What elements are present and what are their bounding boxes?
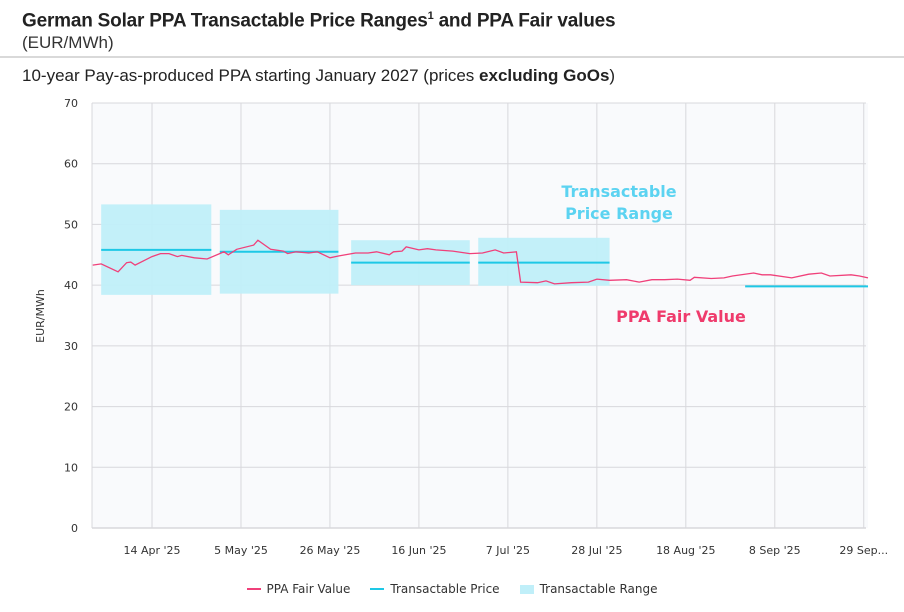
title-text: German Solar PPA Transactable Price Rang… <box>22 10 428 32</box>
x-tick-label: 5 May '25 <box>214 544 268 557</box>
x-tick-label: 28 Jul '25 <box>571 544 622 557</box>
title-suffix: and PPA Fair values <box>433 10 616 32</box>
axis-labels: 0 10 20 30 40 50 60 70 14 Apr '25 5 May '25 26 May… <box>64 97 888 557</box>
subtitle-bold: excluding GoOs <box>479 66 610 85</box>
annotation-fair-value: PPA Fair Value <box>616 307 746 326</box>
legend-label: PPA Fair Value <box>266 582 351 596</box>
annotation-range-line2: Price Range <box>565 204 673 223</box>
y-tick-label: 40 <box>64 279 78 292</box>
y-axis-label: EUR/MWh <box>34 289 47 343</box>
subtitle-text: 10-year Pay-as-produced PPA starting Jan… <box>22 66 480 85</box>
title-divider <box>0 56 904 58</box>
legend-swatch-box <box>519 584 534 594</box>
legend-label: Transactable Price <box>390 582 500 596</box>
price-lines <box>101 248 868 288</box>
x-tick-label: 26 May '25 <box>300 544 361 557</box>
y-tick-label: 50 <box>64 218 78 231</box>
y-tick-label: 70 <box>64 97 78 110</box>
annotation-range-line1: Transactable <box>561 182 676 201</box>
unit-label: (EUR/MWh) <box>22 33 114 52</box>
legend: PPA Fair Value Transactable Price Transa… <box>0 582 904 596</box>
title-footnote-marker: 1 <box>427 10 434 22</box>
y-tick-label: 10 <box>64 461 78 474</box>
x-tick-label: 18 Aug '25 <box>656 544 716 557</box>
y-tick-label: 20 <box>64 401 78 414</box>
legend-label: Transactable Range <box>539 582 658 596</box>
x-tick-label: 29 Sep... <box>839 544 888 557</box>
x-tick-label: 14 Apr '25 <box>123 544 180 557</box>
y-tick-label: 60 <box>64 158 78 171</box>
legend-item-transactable-range[interactable]: Transactable Range <box>519 582 658 596</box>
x-tick-label: 7 Jul '25 <box>486 544 530 557</box>
legend-item-fair-value[interactable]: PPA Fair Value <box>246 582 351 596</box>
chart-title: German Solar PPA Transactable Price Rang… <box>22 10 616 32</box>
subtitle-suffix: ) <box>609 66 616 85</box>
y-tick-label: 30 <box>64 340 78 353</box>
fair-value-line <box>92 239 869 285</box>
x-tick-label: 8 Sep '25 <box>749 544 801 557</box>
legend-swatch-line <box>370 588 385 590</box>
chart-subtitle: 10-year Pay-as-produced PPA starting Jan… <box>22 66 615 86</box>
x-tick-label: 16 Jun '25 <box>391 544 446 557</box>
legend-swatch-line <box>246 588 261 590</box>
y-tick-label: 0 <box>71 522 78 535</box>
legend-item-transactable-price[interactable]: Transactable Price <box>370 582 500 596</box>
chart-svg: 0 10 20 30 40 50 60 70 14 Apr '25 5 May '25 26 May… <box>34 97 888 557</box>
plot-background <box>92 103 868 528</box>
